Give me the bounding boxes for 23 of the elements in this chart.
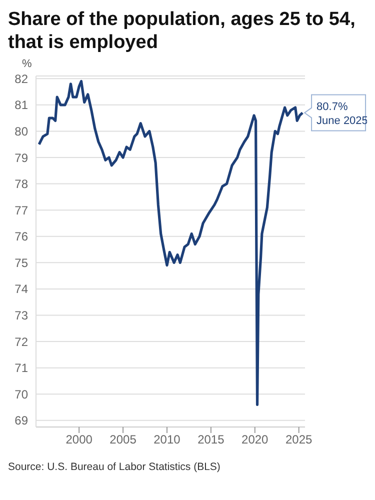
y-tick-label: 78 [14,177,28,192]
y-tick-label: 77 [14,203,28,218]
x-tick-label: 2025 [285,432,313,447]
x-tick-label: 2015 [198,432,225,447]
x-tick-label: 2005 [110,432,137,447]
y-axis-title: % [22,58,33,70]
y-tick-label: 75 [14,256,28,270]
y-tick-label: 81 [14,98,28,112]
y-tick-label: 80 [14,124,28,138]
y-tick-label: 72 [14,334,28,349]
chart-title: Share of the population, ages 25 to 54, that is employed [8,8,356,54]
y-tick-label: 76 [14,230,28,244]
y-tick-label: 74 [14,282,28,296]
source-note: Source: U.S. Bureau of Labor Statistics (BLS) [8,461,222,473]
y-tick-label: 82 [14,72,28,86]
y-tick-label: 79 [14,150,28,165]
x-tick-label: 2010 [154,432,181,447]
x-tick-label: 2000 [66,432,93,447]
y-tick-label: 69 [14,414,28,428]
x-tick-label: 2020 [242,432,269,447]
y-tick-label: 70 [14,387,28,402]
y-tick-label: 73 [14,308,28,323]
y-tick-label: 71 [14,361,28,376]
